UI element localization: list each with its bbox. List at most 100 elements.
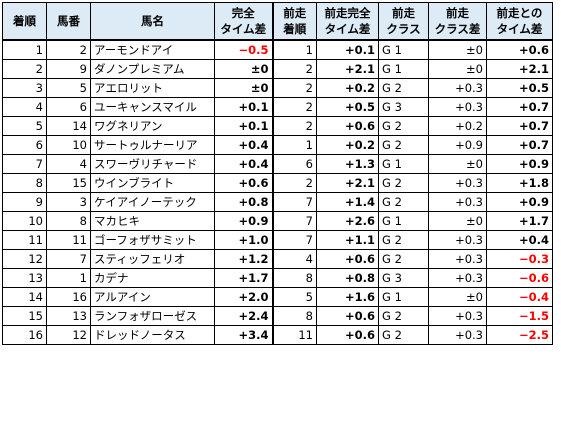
- table-row: 4 6 ユーキャンスマイル +0.1 2 +0.5 G 3 +0.3 +0.7: [2, 97, 553, 117]
- cell-time-diff: +0.6: [214, 173, 273, 193]
- cell-time-diff: +0.4: [214, 135, 273, 155]
- cell-prev-time-diff: +0.6: [316, 306, 379, 326]
- cell-finish-position: 8: [2, 173, 47, 193]
- header-prev-time-diff: 前走完全 タイム差: [316, 2, 379, 41]
- header-line-2: クラス: [386, 22, 421, 36]
- cell-prev-class: G 3: [378, 268, 429, 288]
- cell-diff-vs-prev: +0.9: [486, 154, 553, 174]
- table-body: 1 2 アーモンドアイ −0.5 1 +0.1 G 1 ±0 +0.6 2 9 ダノンプレミアム ±0 2…: [2, 39, 553, 345]
- cell-horse-name: カデナ: [90, 268, 215, 288]
- cell-time-diff: +2.0: [214, 287, 273, 307]
- cell-prev-time-diff: +0.1: [316, 39, 379, 60]
- cell-prev-time-diff: +0.6: [316, 325, 379, 345]
- cell-horse-name: ダノンプレミアム: [90, 59, 215, 79]
- cell-finish-position: 2: [2, 59, 47, 79]
- cell-prev-class: G 2: [378, 173, 429, 193]
- cell-prev-class: G 2: [378, 230, 429, 250]
- cell-horse-name: ケイアイノーテック: [90, 192, 215, 212]
- cell-finish-position: 1: [2, 39, 47, 60]
- cell-class-diff: ±0: [428, 287, 487, 307]
- header-line-2: タイム差: [496, 22, 543, 36]
- cell-prev-time-diff: +2.1: [316, 59, 379, 79]
- header-diff-vs-prev: 前走との タイム差: [486, 2, 553, 41]
- cell-prev-time-diff: +0.8: [316, 268, 379, 288]
- header-horse-number: 馬番: [46, 2, 91, 41]
- cell-finish-position: 5: [2, 116, 47, 136]
- cell-finish-position: 4: [2, 97, 47, 117]
- cell-prev-finish: 2: [271, 78, 317, 98]
- cell-prev-finish: 2: [271, 116, 317, 136]
- cell-horse-number: 3: [46, 192, 91, 212]
- cell-class-diff: +0.3: [428, 173, 487, 193]
- cell-diff-vs-prev: −1.5: [486, 306, 553, 326]
- cell-horse-name: ランフォザローゼス: [90, 306, 215, 326]
- cell-finish-position: 15: [2, 306, 47, 326]
- cell-horse-name: ユーキャンスマイル: [90, 97, 215, 117]
- table-row: 3 5 アエロリット ±0 2 +0.2 G 2 +0.3 +0.5: [2, 78, 553, 98]
- cell-horse-name: ゴーフォザサミット: [90, 230, 215, 250]
- cell-horse-name: ドレッドノータス: [90, 325, 215, 345]
- table-row: 8 15 ウインブライト +0.6 2 +2.1 G 2 +0.3 +1.8: [2, 173, 553, 193]
- cell-class-diff: ±0: [428, 211, 487, 231]
- cell-class-diff: +0.3: [428, 306, 487, 326]
- cell-finish-position: 12: [2, 249, 47, 269]
- header-class-diff: 前走 クラス差: [428, 2, 487, 41]
- cell-horse-number: 10: [46, 135, 91, 155]
- cell-time-diff: +0.1: [214, 97, 273, 117]
- cell-time-diff: +1.0: [214, 230, 273, 250]
- cell-prev-time-diff: +2.1: [316, 173, 379, 193]
- cell-time-diff: +0.4: [214, 154, 273, 174]
- cell-diff-vs-prev: −0.3: [486, 249, 553, 269]
- cell-prev-time-diff: +2.6: [316, 211, 379, 231]
- cell-time-diff: −0.5: [214, 39, 273, 60]
- cell-prev-class: G 2: [378, 325, 429, 345]
- cell-horse-name: ウインブライト: [90, 173, 215, 193]
- header-row: 着順 馬番 馬名 完全 タイム差 前走 着順 前走完全 タイム差 前走 クラス 前走 クラス差 前走とのタ…: [2, 2, 553, 41]
- cell-prev-finish: 11: [271, 325, 317, 345]
- header-line-2: タイム差: [220, 22, 267, 36]
- table-row: 6 10 サートゥルナーリア +0.4 1 +0.2 G 2 +0.9 +0.7: [2, 135, 553, 155]
- cell-diff-vs-prev: +1.8: [486, 173, 553, 193]
- cell-time-diff: ±0: [214, 59, 273, 79]
- cell-horse-number: 1: [46, 268, 91, 288]
- cell-horse-number: 14: [46, 116, 91, 136]
- cell-finish-position: 3: [2, 78, 47, 98]
- cell-horse-name: アーモンドアイ: [90, 39, 215, 60]
- cell-class-diff: ±0: [428, 154, 487, 174]
- cell-horse-number: 7: [46, 249, 91, 269]
- cell-prev-time-diff: +1.3: [316, 154, 379, 174]
- header-horse-name: 馬名: [90, 2, 215, 41]
- cell-class-diff: +0.3: [428, 78, 487, 98]
- cell-horse-name: サートゥルナーリア: [90, 135, 215, 155]
- table-row: 16 12 ドレッドノータス +3.4 11 +0.6 G 2 +0.3 −2.5: [2, 325, 553, 345]
- cell-horse-number: 11: [46, 230, 91, 250]
- cell-prev-finish: 7: [271, 211, 317, 231]
- table-row: 15 13 ランフォザローゼス +2.4 8 +0.6 G 2 +0.3 −1.5: [2, 306, 553, 326]
- cell-horse-number: 9: [46, 59, 91, 79]
- cell-prev-time-diff: +1.6: [316, 287, 379, 307]
- cell-class-diff: +0.2: [428, 116, 487, 136]
- header-line-1: 完全: [231, 6, 255, 20]
- header-line-1: 前走: [446, 6, 469, 20]
- cell-prev-finish: 5: [271, 287, 317, 307]
- header-prev-class: 前走 クラス: [378, 2, 429, 41]
- cell-horse-name: スティッフェリオ: [90, 249, 215, 269]
- cell-prev-class: G 3: [378, 97, 429, 117]
- header-prev-finish: 前走 着順: [271, 2, 317, 41]
- cell-prev-time-diff: +0.6: [316, 116, 379, 136]
- header-line-1: 前走: [283, 6, 307, 20]
- cell-horse-number: 15: [46, 173, 91, 193]
- cell-prev-class: G 2: [378, 116, 429, 136]
- table-row: 1 2 アーモンドアイ −0.5 1 +0.1 G 1 ±0 +0.6: [2, 39, 553, 60]
- cell-prev-class: G 1: [378, 59, 429, 79]
- cell-prev-class: G 1: [378, 39, 429, 60]
- cell-horse-number: 16: [46, 287, 91, 307]
- header-line-1: 前走: [392, 6, 415, 20]
- cell-class-diff: +0.9: [428, 135, 487, 155]
- cell-time-diff: +0.8: [214, 192, 273, 212]
- cell-diff-vs-prev: +1.7: [486, 211, 553, 231]
- cell-finish-position: 14: [2, 287, 47, 307]
- cell-finish-position: 16: [2, 325, 47, 345]
- cell-prev-time-diff: +0.2: [316, 78, 379, 98]
- cell-prev-finish: 7: [271, 230, 317, 250]
